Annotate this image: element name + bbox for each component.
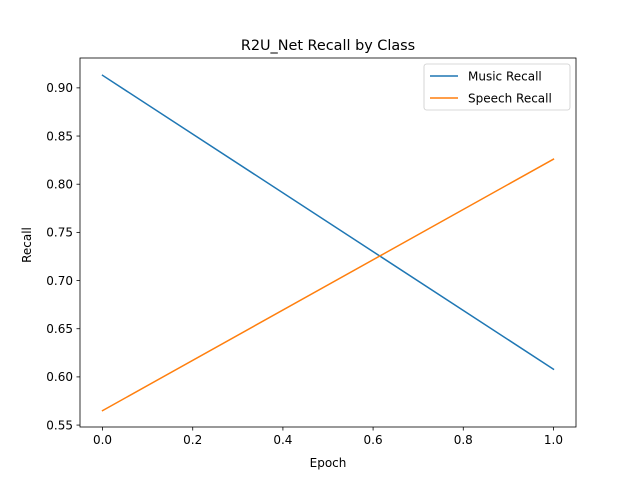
x-tick-label: 1.0: [544, 433, 563, 447]
y-tick-label: 0.75: [46, 226, 73, 240]
legend: Music Recall Speech Recall: [423, 63, 571, 111]
plot-area: [79, 57, 577, 428]
y-tick-label: 0.85: [46, 129, 73, 143]
legend-box: [423, 63, 571, 111]
chart-title: R2U_Net Recall by Class: [241, 38, 415, 54]
y-tick-label: 0.90: [46, 81, 73, 95]
x-axis: 0.0 0.2 0.4 0.6 0.8 1.0: [93, 427, 563, 447]
y-tick-label: 0.65: [46, 322, 73, 336]
series-line-speech-recall: [101, 158, 555, 412]
x-tick-label: 0.0: [93, 433, 112, 447]
y-tick-label: 0.70: [46, 274, 73, 288]
legend-label-music-recall: Music Recall: [468, 69, 542, 83]
plot-frame: [79, 57, 577, 428]
series-group: [101, 74, 555, 412]
y-tick-label: 0.80: [46, 178, 73, 192]
y-axis-label: Recall: [20, 227, 34, 263]
series-line-music-recall: [101, 74, 555, 371]
y-axis: 0.55 0.60 0.65 0.70 0.75 0.80 0.85 0.90: [46, 81, 80, 432]
y-tick-label: 0.60: [46, 370, 73, 384]
x-tick-label: 0.2: [183, 433, 202, 447]
x-tick-label: 0.6: [364, 433, 383, 447]
y-tick-label: 0.55: [46, 418, 73, 432]
x-tick-label: 0.4: [273, 433, 292, 447]
x-tick-label: 0.8: [454, 433, 473, 447]
x-axis-label: Epoch: [310, 456, 347, 470]
legend-label-speech-recall: Speech Recall: [468, 91, 552, 105]
